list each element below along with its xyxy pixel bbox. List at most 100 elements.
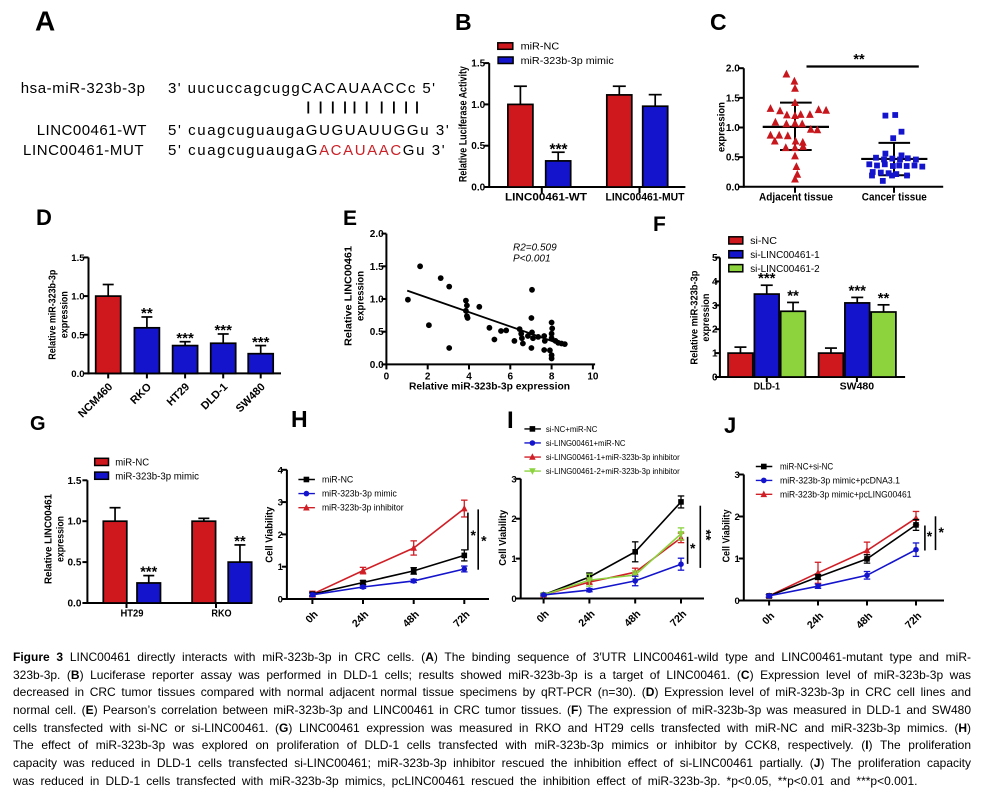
- svg-text:**: **: [853, 52, 865, 68]
- svg-text:F: F: [653, 213, 666, 236]
- svg-text:**: **: [787, 287, 799, 304]
- svg-text:***: ***: [176, 330, 194, 347]
- svg-text:expression: expression: [715, 102, 727, 152]
- svg-text:***: ***: [252, 334, 270, 351]
- svg-text:8: 8: [549, 371, 555, 382]
- svg-text:72h: 72h: [451, 609, 472, 630]
- svg-text:si-NC+miR-NC: si-NC+miR-NC: [546, 424, 598, 434]
- svg-text:1.0: 1.0: [726, 123, 740, 134]
- svg-text:24h: 24h: [805, 610, 826, 631]
- svg-text:3: 3: [712, 301, 718, 312]
- svg-text:RKO: RKO: [128, 381, 154, 407]
- svg-text:H: H: [291, 406, 308, 432]
- svg-text:1.5: 1.5: [726, 93, 740, 104]
- svg-text:0.0: 0.0: [726, 182, 740, 193]
- svg-text:48h: 48h: [401, 609, 422, 630]
- svg-text:Relative miR-323b-3p expressi: Relative miR-323b-3p expression: [409, 381, 570, 393]
- svg-text:LINC00461-MUT: LINC00461-MUT: [606, 192, 685, 204]
- svg-text:2: 2: [511, 514, 516, 525]
- svg-text:miR-323b-3p mimic: miR-323b-3p mimic: [322, 489, 397, 499]
- svg-text:0.0: 0.0: [67, 599, 81, 610]
- svg-text:si-LING00461-1+miR-323b-3p inh: si-LING00461-1+miR-323b-3p inhibitor: [546, 452, 680, 462]
- svg-text:J: J: [724, 413, 736, 438]
- svg-text:2.0: 2.0: [726, 64, 740, 75]
- svg-text:**: **: [234, 534, 246, 550]
- svg-text:Cell Viability: Cell Viability: [498, 509, 509, 565]
- svg-text:HT29: HT29: [165, 381, 193, 409]
- svg-text:0.0: 0.0: [71, 369, 84, 380]
- svg-text:SW480: SW480: [234, 381, 268, 415]
- svg-text:2: 2: [278, 530, 283, 541]
- svg-text:Relative Luciferase Activity: Relative Luciferase Activity: [457, 65, 469, 182]
- svg-text:0: 0: [511, 594, 516, 605]
- svg-text:expression: expression: [356, 271, 367, 321]
- svg-text:SW480: SW480: [840, 381, 875, 393]
- svg-text:***: ***: [549, 142, 568, 159]
- svg-text:D: D: [36, 205, 52, 230]
- svg-text:si-LINC00461-2: si-LINC00461-2: [750, 264, 820, 275]
- svg-text:miR-NC: miR-NC: [521, 40, 560, 52]
- svg-text:72h: 72h: [668, 608, 689, 629]
- svg-text:**: **: [699, 530, 715, 541]
- svg-text:Adjacent tissue: Adjacent tissue: [759, 192, 833, 204]
- svg-text:1.0: 1.0: [471, 100, 485, 111]
- svg-text:miR-323b-3p mimic+pcLING00461: miR-323b-3p mimic+pcLING00461: [780, 489, 912, 499]
- svg-text:1.0: 1.0: [71, 292, 84, 303]
- svg-text:1.5: 1.5: [370, 262, 384, 273]
- svg-text:0.5: 0.5: [67, 558, 81, 569]
- svg-text:***: ***: [214, 322, 232, 339]
- svg-text:miR-323b-3p mimic+pcDNA3.1: miR-323b-3p mimic+pcDNA3.1: [780, 475, 900, 485]
- svg-text:DLD-1: DLD-1: [199, 381, 230, 412]
- svg-text:NCM460: NCM460: [76, 381, 115, 420]
- svg-text:3: 3: [278, 498, 283, 509]
- svg-text:0: 0: [712, 373, 718, 384]
- svg-text:10: 10: [587, 371, 599, 382]
- svg-text:E: E: [343, 207, 357, 230]
- svg-text:si-LING00461+miR-NC: si-LING00461+miR-NC: [546, 438, 626, 448]
- svg-text:Relative miR-323b-3p: Relative miR-323b-3p: [690, 271, 701, 365]
- svg-text:4: 4: [278, 465, 284, 476]
- svg-text:1.5: 1.5: [71, 253, 85, 264]
- svg-text:**: **: [141, 305, 153, 322]
- svg-text:3: 3: [511, 474, 516, 485]
- svg-text:2: 2: [425, 371, 431, 382]
- svg-text:si-LINC00461-1: si-LINC00461-1: [750, 250, 820, 261]
- svg-text:2: 2: [712, 325, 718, 336]
- svg-text:B: B: [455, 9, 472, 35]
- svg-text:G: G: [30, 413, 46, 435]
- svg-text:48h: 48h: [622, 608, 643, 629]
- svg-text:0: 0: [735, 596, 740, 607]
- svg-text:1.5: 1.5: [471, 59, 485, 70]
- svg-text:R2=0.509: R2=0.509: [513, 243, 557, 254]
- svg-text:0.5: 0.5: [71, 330, 85, 341]
- svg-text:48h: 48h: [854, 610, 875, 631]
- svg-text:5: 5: [712, 253, 718, 264]
- svg-text:miR-NC: miR-NC: [115, 457, 149, 468]
- svg-text:24h: 24h: [576, 608, 597, 629]
- svg-text:HT29: HT29: [121, 608, 144, 620]
- svg-text:*: *: [470, 527, 476, 543]
- svg-text:RKO: RKO: [211, 608, 231, 620]
- svg-text:6: 6: [508, 371, 514, 382]
- svg-text:72h: 72h: [903, 610, 924, 631]
- svg-text:0.5: 0.5: [471, 141, 485, 152]
- svg-text:*: *: [938, 524, 944, 540]
- svg-text:0: 0: [384, 371, 390, 382]
- svg-text:***: ***: [848, 282, 866, 299]
- svg-text:expression: expression: [56, 516, 67, 562]
- svg-text:1.5: 1.5: [67, 476, 81, 487]
- svg-text:si-NC: si-NC: [750, 236, 777, 247]
- svg-text:*: *: [927, 528, 933, 544]
- svg-text:1: 1: [735, 554, 741, 565]
- svg-text:0.0: 0.0: [471, 183, 485, 194]
- svg-text:***: ***: [140, 565, 157, 581]
- svg-text:1: 1: [278, 562, 284, 573]
- svg-text:***: ***: [758, 270, 776, 287]
- svg-text:miR-323b-3p mimic: miR-323b-3p mimic: [115, 471, 199, 482]
- svg-text:3: 3: [735, 470, 740, 481]
- svg-text:Relative LINC00461: Relative LINC00461: [344, 246, 355, 346]
- svg-text:si-LING00461-2+miR-323b-3p inh: si-LING00461-2+miR-323b-3p inhibitor: [546, 466, 680, 476]
- svg-text:0h: 0h: [760, 610, 777, 627]
- svg-text:miR-323b-3p mimic: miR-323b-3p mimic: [521, 55, 614, 67]
- svg-text:miR-323b-3p inhibitor: miR-323b-3p inhibitor: [322, 503, 404, 513]
